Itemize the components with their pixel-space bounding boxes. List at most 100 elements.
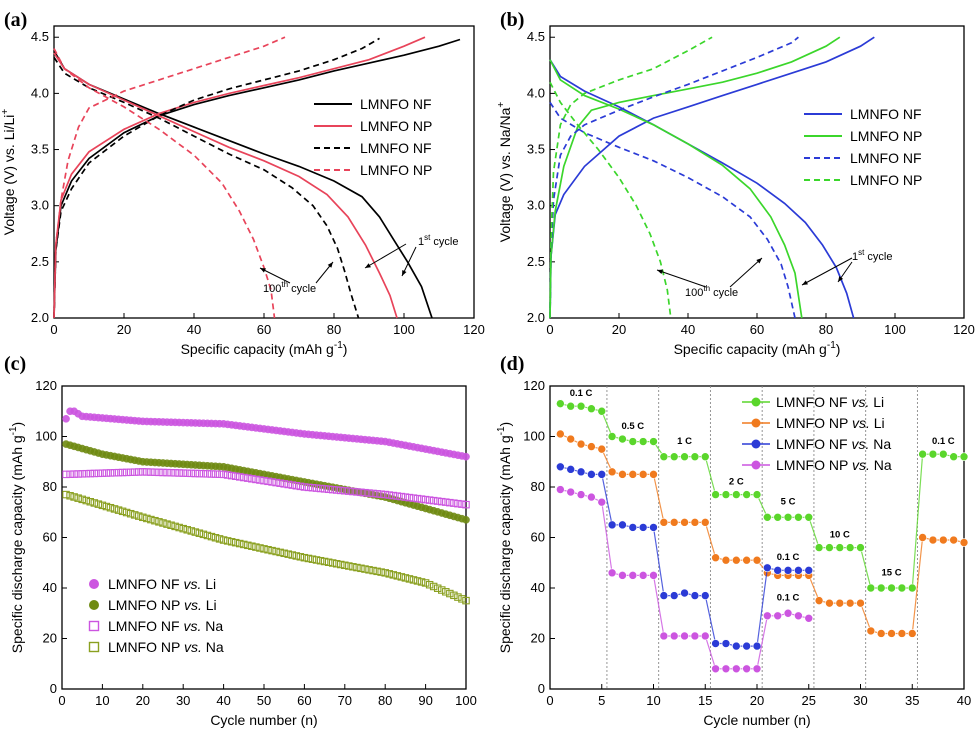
- data-point: [763, 563, 772, 573]
- panel-b: 0 20 40 60 80 100 120 2.0 2.5 3.0 3.5 4.0 4.5 Specifi…: [496, 25, 975, 357]
- y-tick-label: 20: [531, 631, 545, 646]
- data-point: [413, 577, 422, 585]
- legend-marker: [88, 620, 100, 632]
- data-point: [814, 543, 824, 552]
- data-point: [223, 537, 232, 545]
- data-point: [155, 468, 163, 477]
- data-point: [337, 486, 345, 495]
- data-point: [721, 639, 731, 648]
- data-point: [248, 475, 256, 483]
- data-point: [345, 562, 353, 570]
- data-point: [887, 583, 896, 593]
- legend-marker: [89, 579, 99, 589]
- data-point: [794, 566, 803, 575]
- y-tick-label: 3.0: [31, 198, 49, 213]
- data-point: [607, 432, 617, 441]
- data-point: [126, 509, 135, 518]
- y-tick-label: 120: [35, 378, 57, 393]
- data-point: [332, 560, 341, 568]
- data-point: [94, 500, 103, 508]
- legend-label-main: LMNFO NP: [108, 597, 184, 613]
- y-tick-label: 4.0: [31, 85, 49, 100]
- data-point: [959, 452, 969, 462]
- rate-label: 0.1 C: [932, 436, 955, 447]
- series-2: [62, 468, 470, 509]
- data-point: [187, 469, 196, 478]
- data-point: [385, 491, 393, 499]
- data-point: [649, 470, 658, 479]
- data-point: [680, 631, 689, 641]
- x-axis-title: Specific capacity (mAh g-1): [674, 340, 841, 357]
- y-axis-title-sup: +: [0, 109, 11, 115]
- data-point: [143, 514, 151, 523]
- data-point: [324, 485, 333, 494]
- x-axis-title-main: Cycle number (n): [703, 712, 810, 728]
- data-point: [244, 474, 252, 482]
- data-point: [804, 613, 814, 623]
- data-point: [130, 468, 139, 476]
- x-tick-label: 0: [546, 322, 553, 337]
- x-tick-label: 0: [50, 322, 57, 337]
- data-point: [417, 578, 426, 586]
- data-point: [211, 534, 220, 542]
- series-line-discharge: [53, 56, 360, 319]
- data-point: [328, 485, 337, 494]
- data-point: [938, 449, 948, 459]
- data-point: [783, 566, 793, 575]
- data-point: [659, 518, 669, 527]
- annotation-cycle: 100th cycle: [685, 284, 738, 299]
- series-3: [62, 490, 470, 605]
- data-point: [328, 559, 337, 567]
- legend-label: LMNFO NP: [360, 118, 432, 134]
- data-point: [690, 631, 700, 641]
- data-point: [135, 512, 143, 520]
- legend-label-main: LMNFO NF: [108, 576, 183, 592]
- panel-a: 0 20 40 60 80 100 120 2.0 2.5 3.0 3.5 4.0 4.5 Specifi…: [0, 25, 485, 357]
- y-tick-label: 100: [523, 429, 545, 444]
- data-point: [659, 591, 669, 600]
- y-axis-title-sup: -1: [496, 426, 507, 435]
- data-point: [731, 641, 741, 651]
- data-point: [763, 512, 772, 522]
- annotation-sup: st: [424, 233, 431, 242]
- data-point: [219, 536, 228, 544]
- data-point: [349, 563, 357, 571]
- legend-label-vs: vs.: [183, 618, 201, 634]
- x-tick-label: 10: [95, 693, 109, 708]
- data-point: [381, 569, 389, 577]
- data-point: [240, 473, 248, 482]
- x-tick-label: 30: [853, 693, 867, 708]
- data-point: [454, 593, 462, 601]
- x-tick-label: 40: [187, 322, 201, 337]
- x-tick-label: 20: [750, 693, 764, 708]
- annotation-arrowhead: [402, 270, 407, 276]
- y-tick-label: 2.5: [31, 254, 49, 269]
- legend-label-elec: Na: [870, 457, 892, 473]
- data-point: [462, 515, 470, 524]
- data-point: [324, 558, 333, 566]
- y-axis-title-sup: -1: [8, 426, 19, 435]
- data-point: [163, 520, 171, 528]
- data-point: [421, 495, 430, 504]
- data-point: [454, 499, 462, 508]
- data-point: [783, 608, 793, 618]
- data-point: [288, 551, 297, 559]
- data-point: [409, 576, 418, 584]
- series-1: [62, 440, 470, 524]
- data-point: [264, 545, 272, 554]
- x-tick-label: 90: [418, 693, 432, 708]
- data-point: [576, 401, 586, 411]
- data-point: [159, 519, 167, 527]
- data-point: [353, 563, 361, 572]
- rate-label: 0.1 C: [570, 388, 593, 399]
- data-point: [203, 531, 212, 540]
- data-point: [377, 490, 385, 498]
- data-point: [155, 518, 163, 526]
- data-point: [949, 535, 958, 545]
- data-point: [118, 468, 127, 477]
- rate-label: 0.1 C: [777, 593, 800, 604]
- data-point: [669, 631, 679, 641]
- series-line: [560, 466, 809, 647]
- data-point: [576, 439, 586, 449]
- data-point: [135, 468, 143, 476]
